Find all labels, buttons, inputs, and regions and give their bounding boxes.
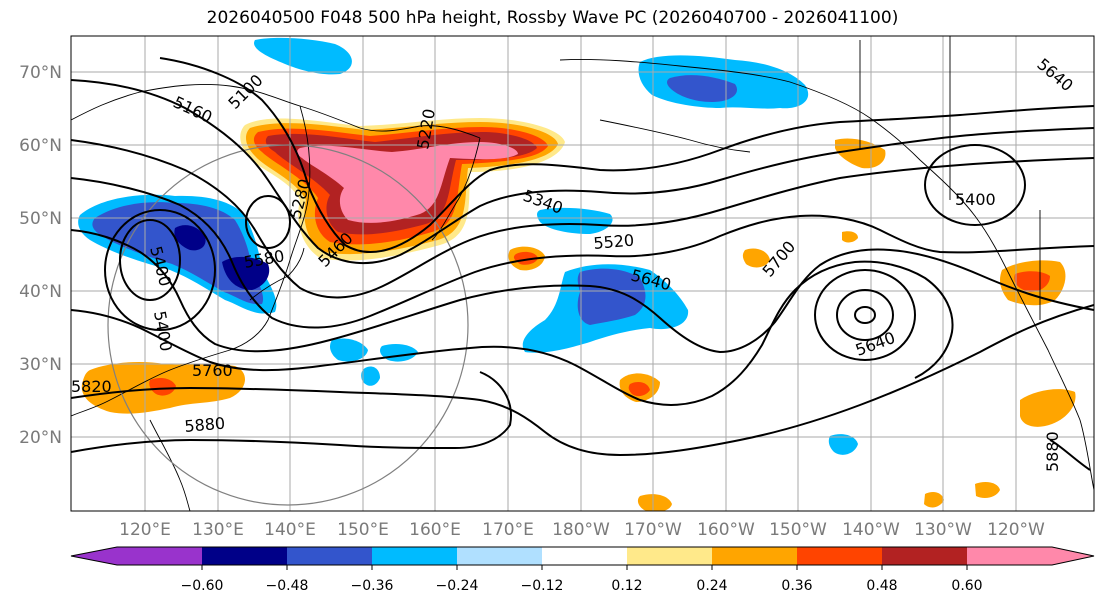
negative-anomaly-region: [537, 207, 613, 234]
positive-anomaly-region: [975, 482, 1000, 498]
lat-label: 70°N: [19, 63, 62, 83]
lat-label: 50°N: [19, 209, 62, 229]
map-frame: [70, 35, 1095, 512]
lat-label: 30°N: [19, 355, 62, 375]
lon-label: 160°W: [697, 520, 755, 540]
positive-anomaly-region: [628, 382, 650, 397]
colorbar-swatch: [287, 547, 372, 565]
colorbar-tick-label: 0.60: [951, 578, 982, 594]
lon-label: 170°W: [624, 520, 682, 540]
lat-label: 40°N: [19, 282, 62, 302]
colorbar-swatch: [712, 547, 797, 565]
colorbar-tick-label: −0.48: [266, 578, 309, 594]
colorbar-tick-label: −0.24: [436, 578, 479, 594]
colorbar-ticks: [201, 565, 968, 570]
lon-label: 150°W: [769, 520, 827, 540]
negative-anomaly-region: [92, 202, 264, 305]
negative-anomaly-region: [254, 37, 352, 75]
negative-anomaly-region: [667, 75, 738, 102]
negative-anomaly-region: [174, 225, 206, 251]
colorbar-swatch: [117, 547, 202, 565]
positive-anomaly-region: [149, 378, 176, 396]
lon-label: 120°E: [119, 520, 171, 540]
colorbar-swatch: [372, 547, 457, 565]
colorbar-swatch: [967, 547, 1052, 565]
negative-anomaly-region: [361, 366, 380, 386]
lon-label: 120°W: [987, 520, 1045, 540]
positive-anomaly-region: [1020, 389, 1076, 427]
contour-label: 5880: [184, 414, 226, 436]
negative-anomaly-region: [828, 434, 858, 455]
colorbar-tick-label: 0.24: [696, 578, 727, 594]
positive-anomaly-region: [842, 231, 858, 243]
colorbar-tick-label: −0.60: [181, 578, 224, 594]
contour-label: 5760: [192, 361, 233, 380]
positive-anomaly-region: [637, 494, 672, 511]
contour-label: 5820: [71, 377, 112, 396]
colorbar-swatch: [202, 547, 287, 565]
map-title: 2026040500 F048 500 hPa height, Rossby W…: [206, 8, 899, 28]
contour-label: 5520: [593, 231, 635, 253]
colorbar-tick-label: −0.36: [351, 578, 394, 594]
lon-label: 160°E: [409, 520, 461, 540]
contour-label: 5880: [1043, 431, 1062, 472]
lon-label: 170°E: [482, 520, 534, 540]
latitude-axis: 70°N 60°N 50°N 40°N 30°N 20°N: [19, 63, 62, 448]
colorbar-extend-max: [1052, 547, 1094, 565]
lat-label: 20°N: [19, 428, 62, 448]
range-circle: [107, 144, 469, 506]
positive-anomaly-region: [742, 248, 770, 268]
positive-anomaly-region: [924, 492, 944, 508]
height-contours: [71, 57, 1094, 471]
colorbar-extend-min: [71, 547, 117, 565]
colorbar-swatch: [457, 547, 542, 565]
lon-label: 180°W: [552, 520, 610, 540]
lon-label: 140°E: [264, 520, 316, 540]
negative-anomaly-region: [577, 268, 646, 325]
colorbar-tick-label: 0.36: [781, 578, 812, 594]
graticule: [71, 36, 1094, 511]
positive-anomaly-region: [297, 142, 518, 223]
colorbar-swatch: [882, 547, 967, 565]
lat-label: 60°N: [19, 136, 62, 156]
lon-label: 150°E: [337, 520, 389, 540]
positive-anomaly-region: [835, 138, 886, 169]
colorbar-tick-label: 0.12: [611, 578, 642, 594]
colorbar-tick-label: −0.12: [521, 578, 564, 594]
lon-label: 140°W: [842, 520, 900, 540]
negative-anomaly-region: [330, 338, 368, 362]
coastlines: [71, 36, 1094, 511]
positive-anomaly-region: [1014, 271, 1050, 292]
colorbar-swatch: [542, 547, 627, 565]
colorbar-swatch: [797, 547, 882, 565]
longitude-axis: 120°E 130°E 140°E 150°E 160°E 170°E 180°…: [119, 520, 1045, 540]
lon-label: 130°W: [914, 520, 972, 540]
colorbar-swatch: [627, 547, 712, 565]
contour-label: 5400: [955, 190, 996, 209]
lon-label: 130°E: [192, 520, 244, 540]
colorbar-tick-label: 0.48: [866, 578, 897, 594]
colorbar: −0.60 −0.48 −0.36 −0.24 −0.12 0.12 0.24 …: [70, 546, 1095, 594]
colorbar-outline: [70, 546, 1095, 566]
